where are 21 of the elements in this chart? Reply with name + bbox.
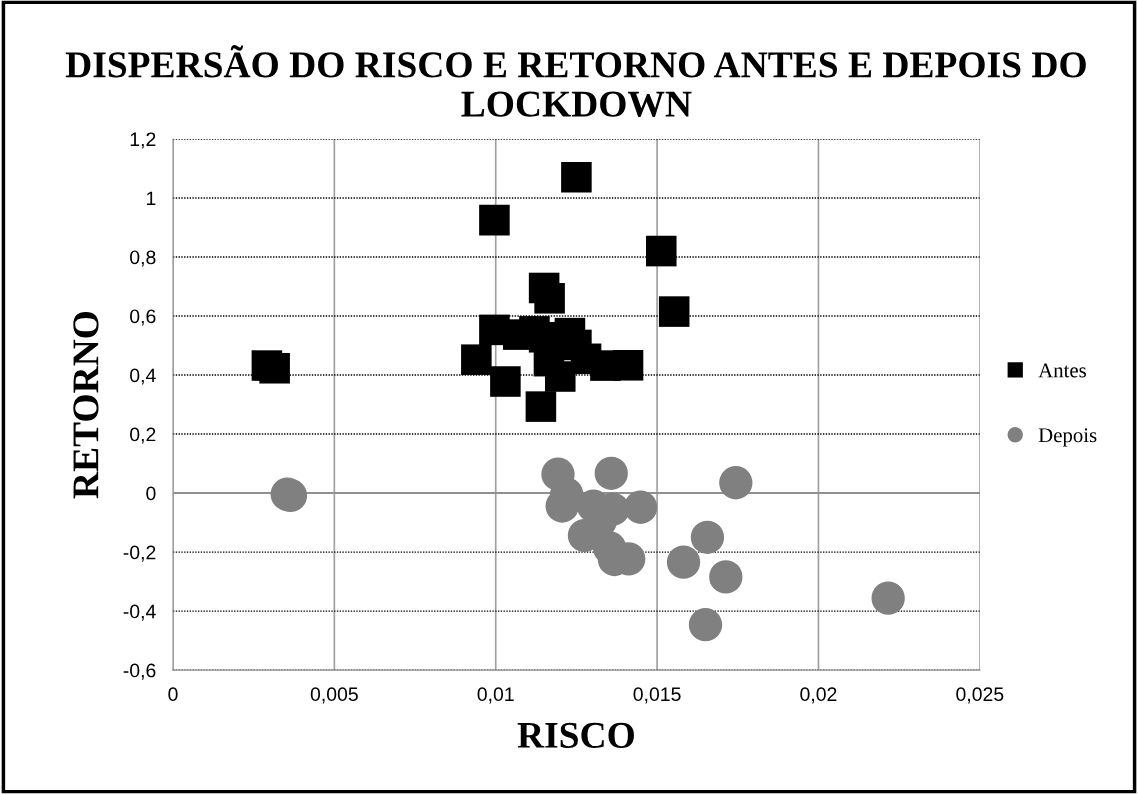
x-tick-label: 0,025 — [956, 687, 1004, 704]
y-tick-label: 0,2 — [130, 427, 156, 444]
y-tick-label: -0,4 — [123, 604, 156, 621]
x-tick-label: 0,005 — [310, 687, 358, 704]
legend-label: Antes — [1038, 363, 1086, 378]
legend-label: Depois — [1038, 428, 1097, 447]
x-tick-label: 0 — [168, 687, 178, 702]
x-tick-label: 0,01 — [477, 687, 514, 704]
y-tick-label: 1 — [146, 191, 156, 206]
y-tick-label: 1,2 — [130, 132, 156, 149]
x-tick-label: 0,02 — [800, 687, 837, 704]
y-tick-label: 0,8 — [130, 250, 156, 267]
y-tick-label: -0,6 — [123, 663, 156, 680]
x-tick-label: 0,015 — [633, 687, 681, 704]
x-axis-title: RISCO — [517, 722, 634, 748]
y-axis-title: RETORNO — [73, 311, 99, 499]
y-tick-label: -0,2 — [123, 545, 156, 562]
y-tick-label: 0 — [146, 486, 156, 501]
chart-title: DISPERSÃO DO RISCO E RETORNO ANTES E DEPOIS DO LOCKDOWN — [65, 45, 1086, 117]
y-tick-label: 0,6 — [130, 309, 156, 326]
y-tick-label: 0,4 — [130, 368, 156, 385]
